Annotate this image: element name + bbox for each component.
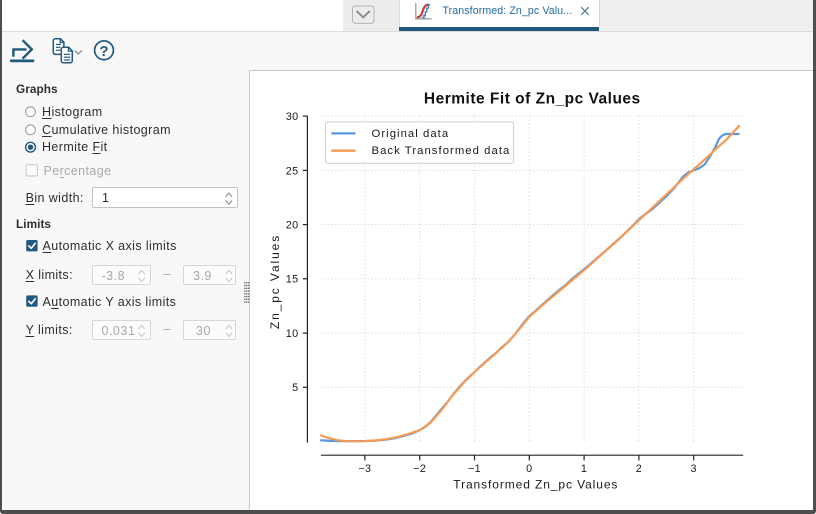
svg-text:Back Transformed data: Back Transformed data (372, 145, 511, 157)
svg-text:5: 5 (292, 382, 298, 394)
svg-text:Zn_pc Values: Zn_pc Values (268, 234, 282, 329)
svg-text:−1: −1 (468, 463, 481, 475)
svg-text:25: 25 (286, 165, 299, 177)
svg-text:Hermite Fit of Zn_pc Values: Hermite Fit of Zn_pc Values (424, 91, 641, 108)
svg-text:Original data: Original data (372, 128, 450, 140)
svg-text:20: 20 (286, 220, 299, 232)
svg-text:30: 30 (286, 111, 299, 123)
svg-text:1: 1 (581, 463, 587, 475)
svg-text:−3: −3 (358, 463, 371, 475)
svg-text:10: 10 (286, 328, 299, 340)
svg-text:−2: −2 (413, 463, 426, 475)
svg-text:Transformed Zn_pc Values: Transformed Zn_pc Values (453, 477, 618, 491)
svg-text:3: 3 (690, 463, 696, 475)
svg-text:2: 2 (636, 463, 642, 475)
svg-text:15: 15 (286, 274, 299, 286)
svg-text:0: 0 (526, 463, 532, 475)
svg-text:?: ? (99, 43, 108, 60)
